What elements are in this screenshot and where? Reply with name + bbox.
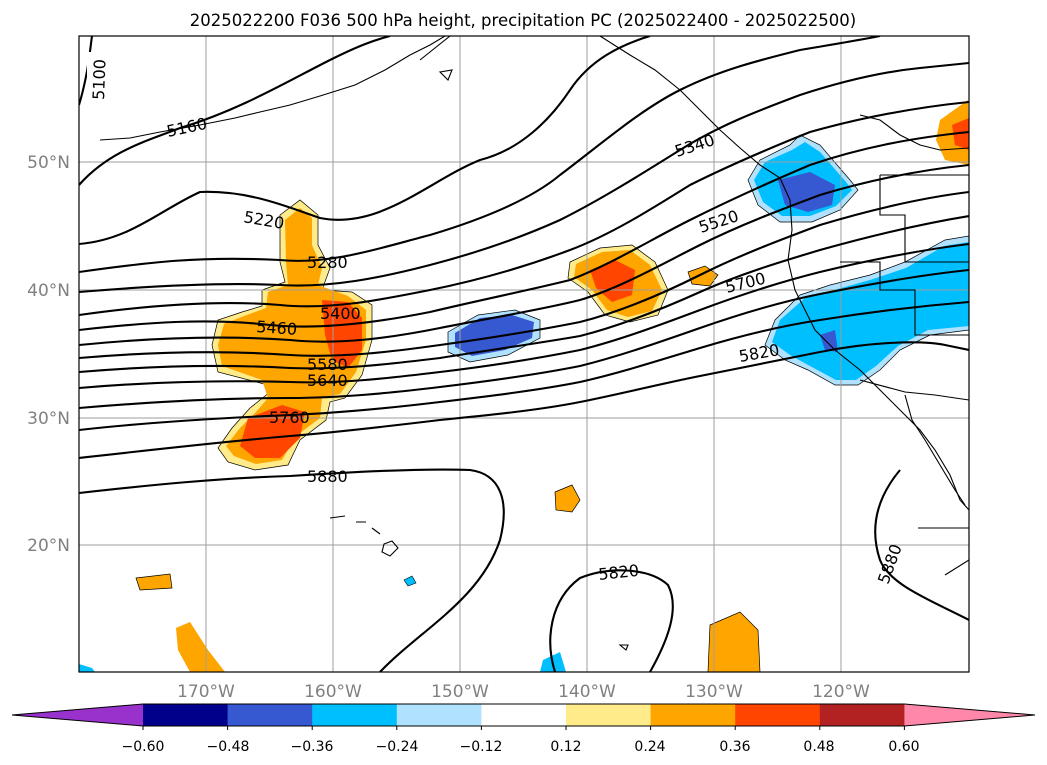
negative-anomaly-east-strong: [820, 330, 838, 352]
contour-label-5760: 5760: [269, 408, 310, 427]
positive-anomaly-region-west-fill: [218, 208, 366, 464]
lat-label-40n: 40°N: [27, 281, 70, 301]
colorbar-tick-label: −0.60: [122, 739, 165, 755]
colorbar-tick-label: 0.12: [550, 739, 581, 755]
colorbar-tick-label: 0.48: [803, 739, 834, 755]
mexico-coast: [918, 527, 969, 576]
longitude-labels: 170°W 160°W 150°W 140°W 130°W 120°W: [177, 682, 870, 702]
contour-label-5820-south: 5820: [597, 561, 639, 584]
colorbar-tick-label: −0.12: [460, 739, 503, 755]
contour-label-bg: [87, 52, 109, 100]
colorbar-tick-label: −0.48: [207, 739, 250, 755]
contour-5880-north: [79, 341, 969, 460]
contour-5400: [79, 100, 969, 317]
strong-anomaly-west-north: [322, 300, 362, 368]
small-negative-anomaly-3: [403, 575, 417, 587]
contour-5880-east: [874, 469, 969, 621]
aleutian-coast: [99, 36, 446, 141]
contour-label-5280: 5280: [307, 253, 348, 272]
contour-5340: [79, 61, 969, 294]
colorbar-extend-low: [12, 704, 143, 726]
strong-anomaly-central: [590, 260, 635, 302]
colorbar-segment: [819, 704, 905, 726]
contour-5520: [79, 163, 969, 347]
anomaly-south-central: [707, 611, 761, 672]
colorbar: [11, 703, 1036, 730]
contour-5160: [79, 36, 391, 186]
lat-label-50n: 50°N: [27, 153, 70, 173]
lon-label-150w: 150°W: [431, 682, 489, 702]
colorbar-segment: [143, 704, 229, 726]
mexico-border: [859, 379, 969, 401]
small-negative-anomaly-2: [79, 664, 95, 672]
contour-5820: [79, 300, 969, 432]
colorbar-segment: [396, 704, 482, 726]
colorbar-tick-label: 0.60: [888, 739, 919, 755]
west-coast-north-america: [419, 36, 969, 511]
figure-title: 2025022200 F036 500 hPa height, precipit…: [190, 11, 856, 30]
contour-5640: [79, 214, 969, 374]
small-island: [618, 644, 629, 651]
contour-label-5640: 5640: [307, 371, 348, 390]
colorbar-segment: [481, 704, 567, 726]
lon-label-170w: 170°W: [177, 682, 235, 702]
height-contours: [79, 36, 969, 672]
contour-5820-south: [549, 569, 674, 672]
state-borders-north: [879, 174, 969, 263]
small-anomaly-4: [176, 622, 225, 672]
colorbar-tick-labels: −0.60 −0.48 −0.36 −0.24 −0.12 0.12 0.24 …: [122, 739, 920, 755]
colorbar-segment: [566, 704, 652, 726]
contour-5760: [79, 268, 969, 410]
contour-label-5460: 5460: [256, 317, 298, 339]
contour-5220: [79, 36, 651, 246]
state-borders-central: [840, 261, 969, 336]
contour-5580: [79, 190, 969, 360]
contour-5700: [79, 242, 969, 390]
anomaly-ne-corner-strong: [952, 118, 969, 150]
negative-anomaly-north-strong: [778, 172, 835, 212]
contour-label-5100: 5100: [89, 59, 109, 100]
hawaii-islands: [329, 515, 399, 557]
lat-label-30n: 30°N: [27, 409, 70, 429]
lon-label-140w: 140°W: [558, 682, 616, 702]
colorbar-extend-high: [904, 704, 1035, 726]
lon-label-160w: 160°W: [304, 682, 362, 702]
map-panel: [79, 36, 969, 672]
colorbar-segment: [650, 704, 736, 726]
baja-coast: [904, 394, 966, 506]
contour-5280: [79, 36, 881, 274]
map-frame: [78, 35, 970, 673]
contour-label-5400: 5400: [320, 304, 361, 323]
coastlines: [99, 36, 969, 651]
lon-label-130w: 130°W: [685, 682, 743, 702]
colorbar-segment: [227, 704, 313, 726]
contour-5460: [79, 130, 969, 332]
colorbar-segment: [312, 704, 398, 726]
precipitation-shading: [79, 100, 969, 672]
colorbar-segment: [735, 704, 821, 726]
colorbar-tick-label: −0.24: [376, 739, 419, 755]
contour-5880-south-west: [79, 468, 505, 672]
lon-label-120w: 120°W: [812, 682, 870, 702]
colorbar-tick-label: −0.36: [291, 739, 334, 755]
colorbar-tick-label: 0.36: [719, 739, 750, 755]
contour-label-5580: 5580: [307, 355, 348, 374]
colorbar-tick-label: 0.24: [634, 739, 665, 755]
small-anomaly-3: [135, 573, 173, 591]
small-anomaly-2: [554, 484, 581, 513]
small-island-north: [438, 69, 453, 81]
lat-label-20n: 20°N: [27, 536, 70, 556]
contour-label-5880: 5880: [307, 467, 348, 486]
latitude-labels: 50°N 40°N 30°N 20°N: [27, 153, 70, 556]
